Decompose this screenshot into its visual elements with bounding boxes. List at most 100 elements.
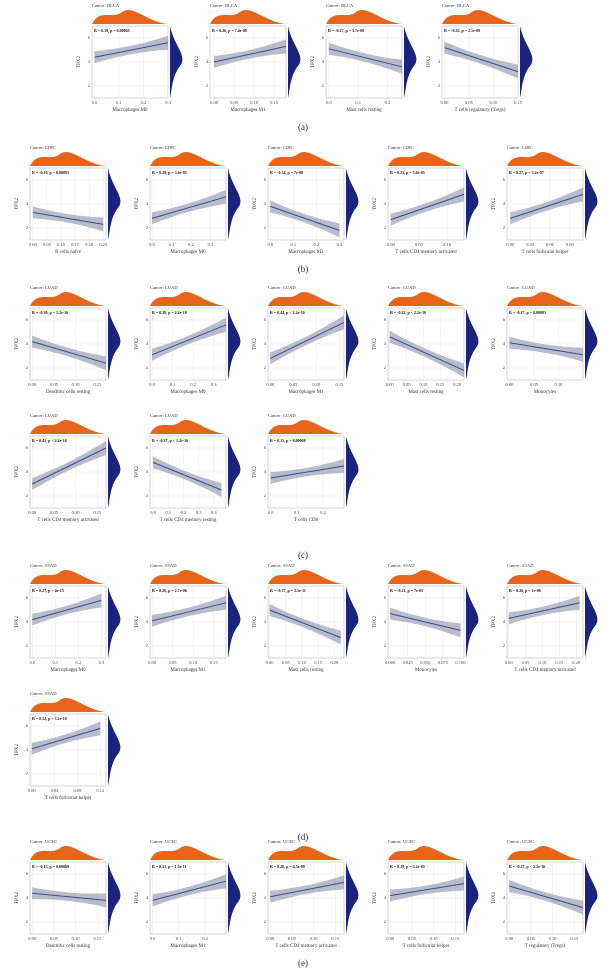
x-tick-label: 0.10 [310,936,319,941]
right-density [108,862,121,934]
regression-line [270,465,345,479]
right-density [108,168,121,240]
panel-title: Cancer: LUAD [150,413,178,418]
x-tick-label: 0.15 [93,936,102,941]
y-tick-label: 6 [503,177,506,182]
x-axis-label: Macrophages M0 [170,390,206,395]
y-tick-label: 6 [26,445,29,450]
stat-label: R = -0.27, p = 3.7e-08 [328,28,364,33]
x-tick-label: 0.0 [268,510,274,515]
stat-label: R = 0.27, p = 3.2e-07 [509,170,544,175]
x-tick-label: 0.00 [386,936,395,941]
regression-line [213,45,287,63]
x-tick-label: 0.15 [93,382,102,387]
y-tick-label: 4 [146,895,149,900]
x-tick-label: 0.15 [436,382,445,387]
regression-line [32,892,107,901]
x-tick-label: 0.2 [181,510,187,515]
stat-label: R = -0.34, p = 7e-08 [270,170,303,175]
y-tick-label: 2 [503,919,505,924]
x-tick-label: 0.15 [451,936,460,941]
y-axis-label: TPX2 [253,892,258,904]
right-density [466,168,479,240]
stat-label: R = 0.28, p = 2.2e-10 [152,310,187,315]
right-density [170,26,183,98]
x-tick-label: 0.10 [250,100,259,105]
stat-label: R = 0.41, p < 2.2e-16 [32,438,67,443]
stat-label: R = 0.19, p = 3.2e-05 [390,864,425,869]
x-axis-label: Macrophages M1 [230,108,266,113]
panel-title: Cancer: STAD [30,563,57,568]
y-tick-label: 2 [146,493,148,498]
x-axis-label: T cells CD4 memory resting [160,518,217,523]
stat-label: R = 0.19, p = 0.00063 [94,28,130,33]
y-axis-label: TPX2 [135,892,140,904]
x-tick-label: 0.05 [289,382,298,387]
stat-label: R = 0.25, p = 5.6e-05 [390,170,425,175]
x-tick-label: 0.2 [190,382,196,387]
x-tick-label: 0.3 [211,382,217,387]
x-tick-label: 0.00 [506,242,515,247]
regression-line [270,321,345,359]
x-axis-label: Mast cells resting [288,668,324,673]
y-axis-label: TPX2 [253,466,258,478]
right-density [585,862,598,934]
y-tick-label: 4 [384,341,387,346]
panel-title: Cancer: LIHC [30,145,56,150]
panel-title: Cancer: LIHC [507,145,533,150]
y-tick-label: 4 [26,341,29,346]
x-tick-label: 0.1 [294,510,300,515]
stat-label: R = 0.27, p = 4e-15 [32,588,64,593]
x-tick-label: 0.10 [72,382,81,387]
x-tick-label: 0.000 [385,660,396,665]
right-density [228,168,241,240]
x-tick-label: 0.15 [570,936,579,941]
regression-line [269,609,341,639]
y-tick-label: 4 [26,469,29,474]
x-tick-label: 0.00 [28,936,37,941]
y-axis-label: TPX2 [492,892,497,904]
regression-line [151,324,227,356]
x-tick-label: 0.00 [266,382,275,387]
regression-line [270,881,345,898]
y-tick-label: 2 [264,919,266,924]
y-tick-label: 2 [26,643,28,648]
x-tick-label: 0.20 [330,660,339,665]
y-tick-label: 2 [384,919,386,924]
x-axis-label: Macrophages M1 [170,668,206,673]
x-tick-label: 0.3 [196,510,202,515]
y-tick-label: 6 [438,35,441,40]
y-tick-label: 2 [26,771,28,776]
panel-title: Cancer: BLCA [92,3,120,8]
panel-title: Cancer: LUAD [388,285,416,290]
panel-title: Cancer: LIHC [268,145,294,150]
y-tick-label: 4 [146,341,149,346]
regression-line [389,336,465,371]
y-tick-label: 4 [26,747,29,752]
right-density [585,168,598,240]
panel-title: Cancer: UCEC [30,839,57,844]
y-axis-label: TPX2 [373,892,378,904]
stat-label: R = -0.35, p = 2.1e-09 [444,28,480,33]
y-tick-label: 6 [146,317,149,322]
y-tick-label: 6 [264,595,267,600]
x-axis-label: Mast cells resting [346,108,382,113]
regression-line [509,885,584,909]
panel-title: Cancer: STAD [507,563,534,568]
x-tick-label: 0.10 [443,242,452,247]
x-tick-label: 0.0 [92,100,98,105]
top-density [442,9,518,24]
top-density [30,569,106,584]
regression-line [508,602,580,619]
x-tick-label: 0.10 [555,382,564,387]
y-tick-label: 2 [146,643,148,648]
x-tick-label: 0.04 [51,788,60,793]
regression-line [31,447,107,485]
y-tick-label: 6 [264,317,267,322]
figure-label: (c) [298,550,308,560]
y-tick-label: 6 [322,35,325,40]
x-tick-label: 0.00 [28,510,37,515]
y-tick-label: 2 [264,365,266,370]
right-density [228,308,241,380]
